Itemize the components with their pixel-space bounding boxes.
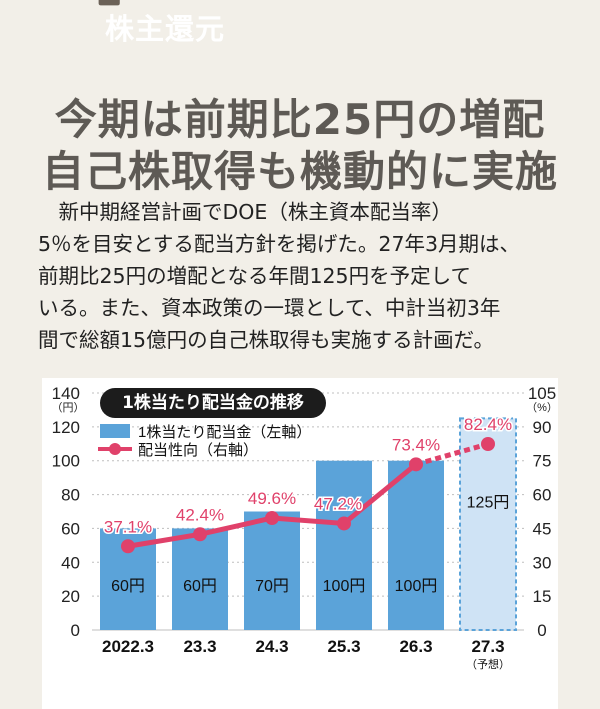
right-axis-unit: （%） (526, 401, 558, 414)
right-tick-label: 75 (533, 452, 552, 471)
right-tick-label: 90 (533, 418, 552, 437)
payout-label: 47.2% (314, 494, 362, 513)
body-line-3: 前期比25円の増配となる年間125円を予定して (38, 264, 471, 288)
bar (244, 511, 300, 630)
legend-line-label: 配当性向（右軸） (138, 442, 258, 459)
legend-bar-label: 1株当たり配当金（左軸） (138, 424, 311, 441)
left-tick-label: 100 (52, 452, 80, 471)
bar (316, 460, 372, 630)
right-tick-label: 30 (533, 553, 552, 572)
right-tick-label: 0 (537, 621, 546, 640)
payout-line-forecast (415, 441, 489, 467)
right-tick-label: 60 (533, 486, 552, 505)
x-tick-label: 23.3 (183, 637, 216, 656)
legend-line-marker (109, 443, 121, 455)
bar-value-label: 100円 (323, 578, 366, 595)
payout-label: 82.4% (464, 415, 512, 434)
left-axis-unit: （円） (52, 401, 85, 414)
body-line-1: 新中期経営計画でDOE（株主資本配当率） (38, 200, 452, 224)
left-tick-label: 0 (71, 621, 80, 640)
left-tick-label: 20 (61, 587, 80, 606)
payout-point (409, 457, 423, 472)
headline-line-1: 今期は前期比25円の増配 (54, 95, 546, 144)
x-tick-label: 25.3 (327, 637, 360, 656)
right-tick-label: 15 (533, 587, 552, 606)
left-tick-label: 60 (61, 519, 80, 538)
right-tick-label: 105 (528, 384, 556, 403)
section-tag-label: 株主還元 (104, 12, 225, 46)
left-tick-label: 140 (52, 384, 80, 403)
left-tick-label: 120 (52, 418, 80, 437)
body-line-5: 間で総額15億円の自己株取得も実施する計画だ。 (38, 328, 494, 352)
body-line-4: いる。また、資本政策の一環として、中計当初3年 (38, 296, 501, 320)
payout-point (121, 539, 135, 554)
chart-title: 1株当たり配当金の推移 (100, 388, 326, 418)
legend-bar-swatch (100, 424, 130, 438)
payout-label: 37.1% (104, 517, 152, 536)
bar (459, 417, 517, 631)
bar-value-label: 70円 (255, 578, 289, 595)
x-tick-note: （予想） (466, 657, 510, 671)
x-tick-label: 2022.3 (102, 637, 154, 656)
x-tick-label: 27.3 (471, 637, 504, 656)
x-tick-label: 26.3 (399, 637, 432, 656)
right-tick-label: 45 (533, 519, 552, 538)
bar (172, 528, 228, 630)
payout-point (265, 511, 279, 526)
left-tick-label: 80 (61, 486, 80, 505)
bar-value-label: 60円 (111, 578, 145, 595)
payout-point (193, 527, 207, 542)
body-line-2: 5％を目安とする配当方針を掲げた。27年3月期は、 (38, 232, 521, 256)
bar (388, 460, 444, 630)
bar-value-label: 100円 (395, 578, 438, 595)
bar-value-label: 60円 (183, 578, 217, 595)
payout-point (481, 437, 495, 452)
payout-label: 49.6% (248, 489, 296, 508)
x-tick-label: 24.3 (255, 637, 288, 656)
left-tick-label: 40 (61, 553, 80, 572)
payout-point (337, 516, 351, 531)
bar-value-label: 125円 (467, 494, 510, 511)
headline-line-2: 自己株取得も機動的に実施 (41, 147, 558, 196)
payout-label: 73.4% (392, 435, 440, 454)
payout-label: 42.4% (176, 505, 224, 524)
section-tag-box: 株主還元 (44, 0, 286, 62)
